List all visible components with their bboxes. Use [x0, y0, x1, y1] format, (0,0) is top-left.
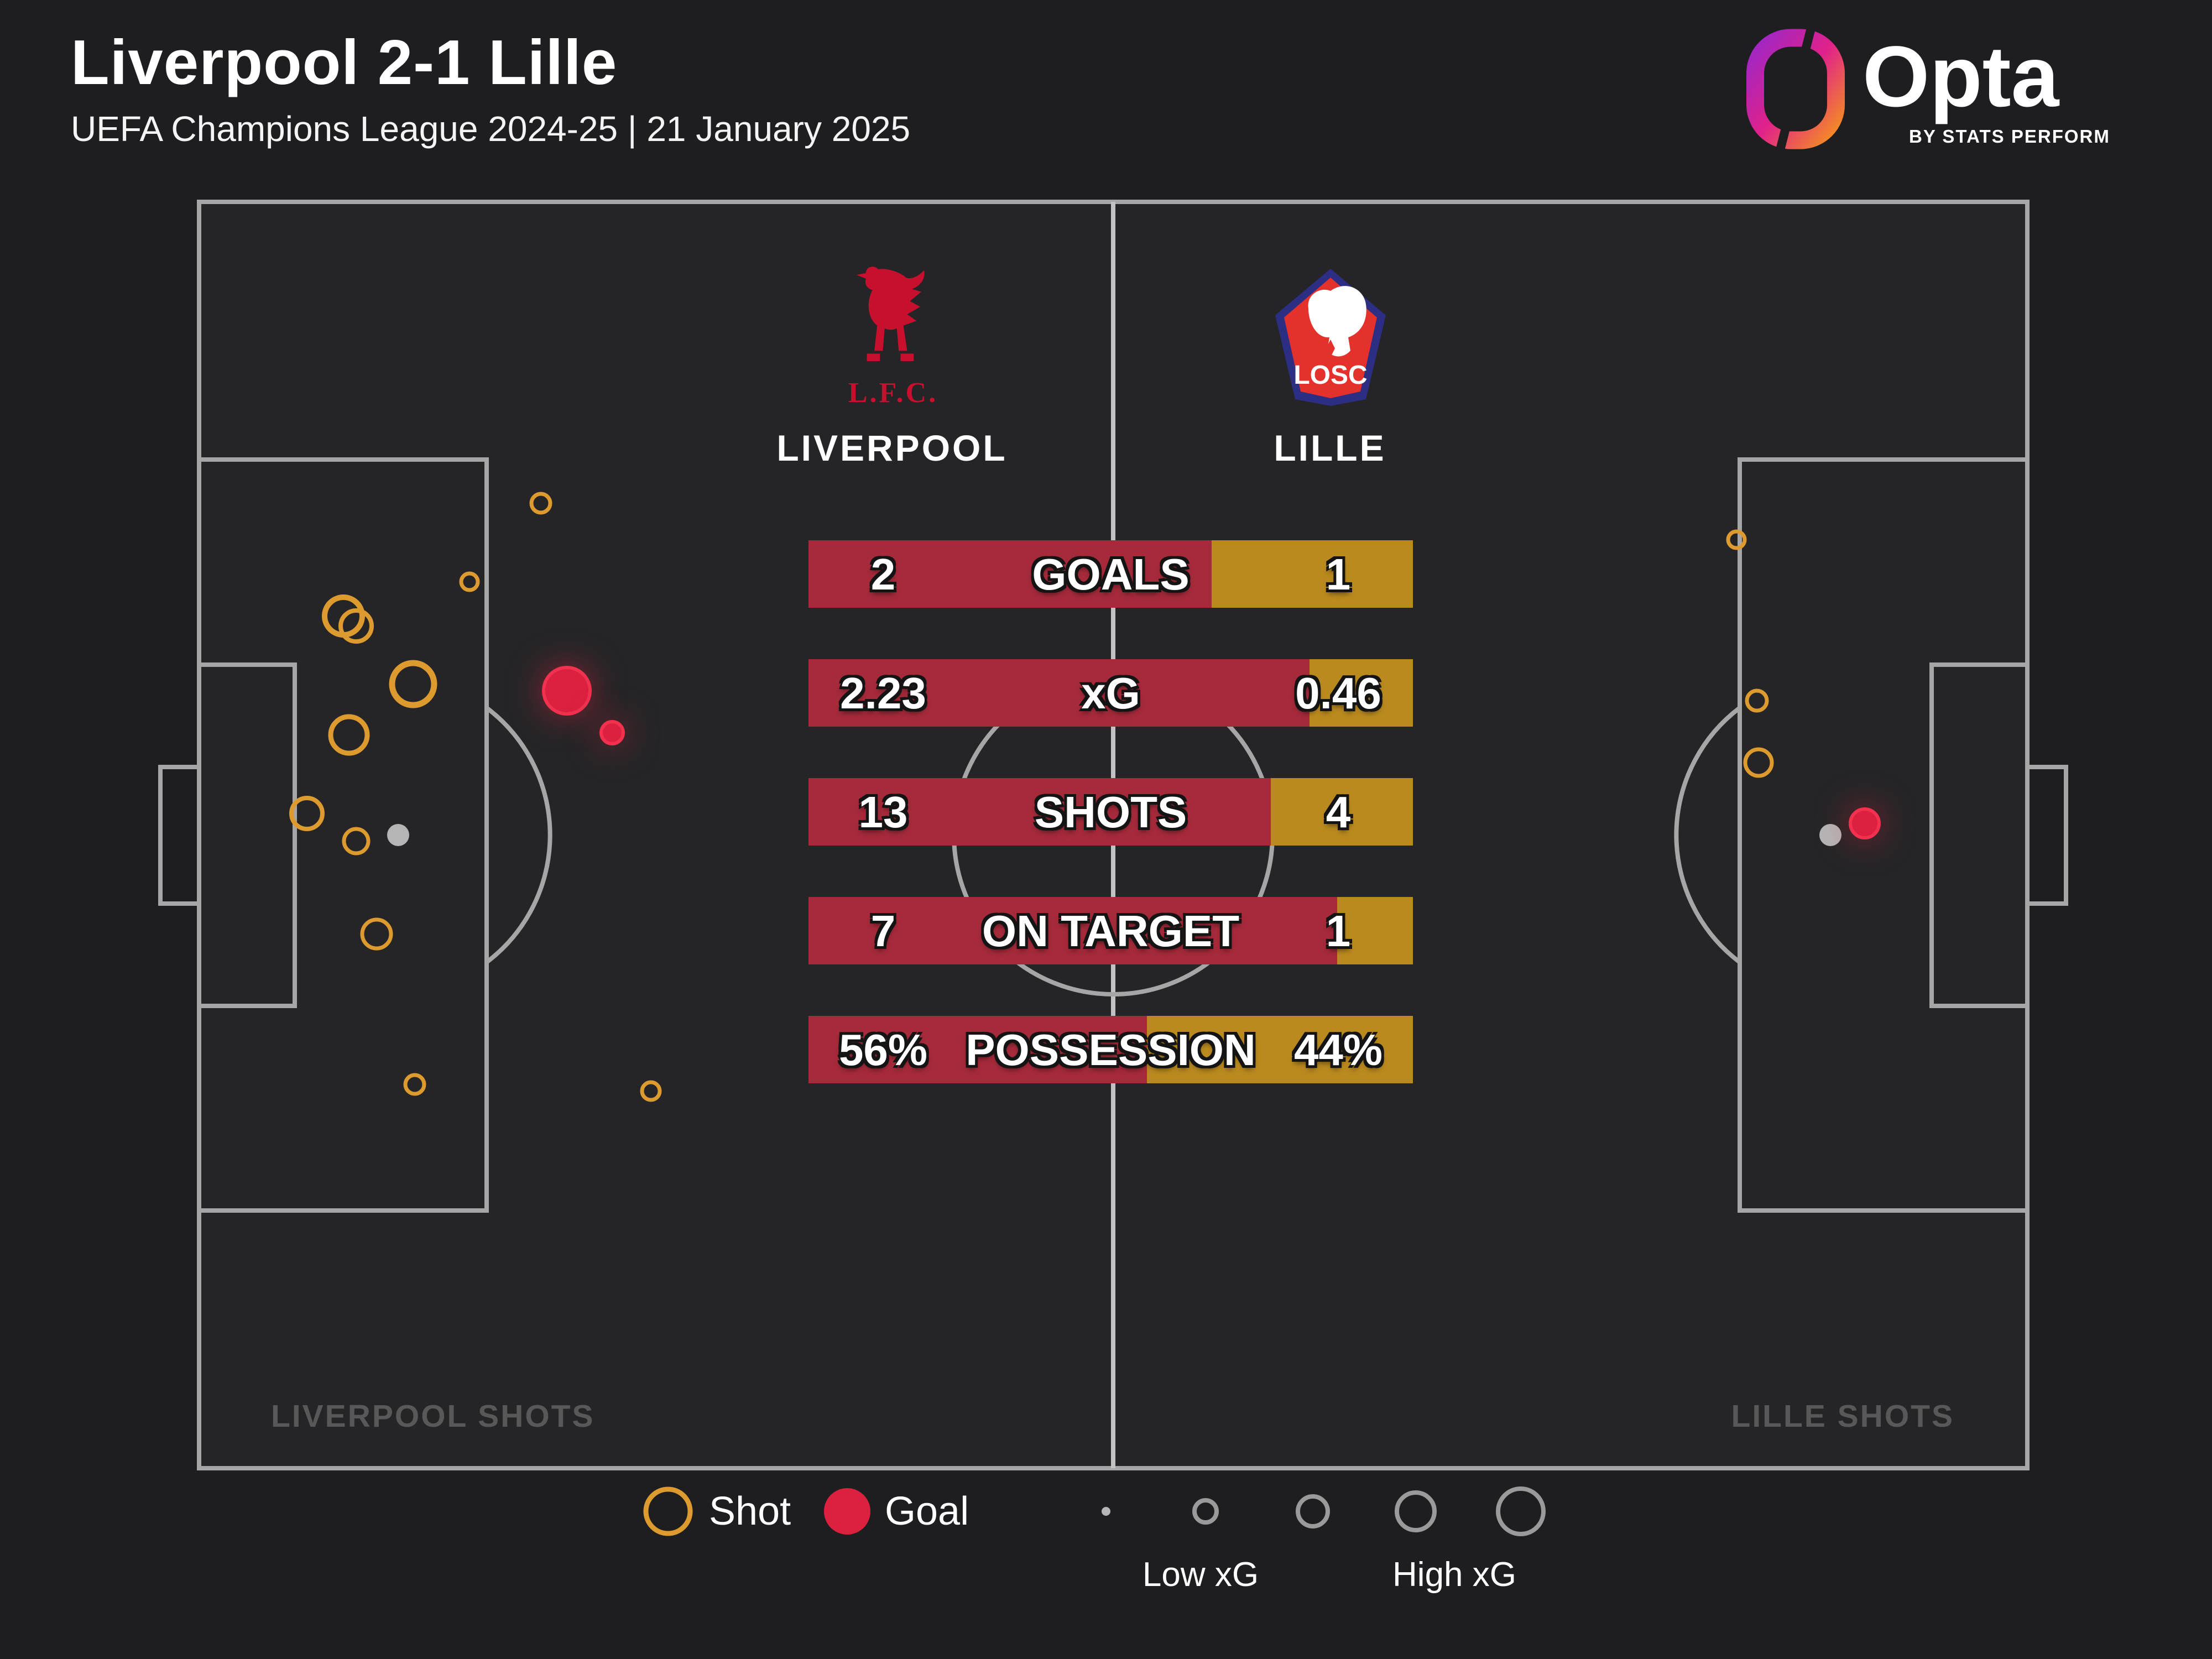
shot-marker-lille	[1743, 747, 1774, 778]
opta-logo-icon	[1746, 29, 1845, 149]
stat-row-goals: 2 GOALS 1	[808, 540, 1413, 608]
opta-byline: BY STATS PERFORM	[1909, 126, 2110, 147]
shot-marker-lille	[1745, 688, 1769, 713]
stat-label: ON TARGET	[982, 906, 1240, 956]
stat-value-away: 4	[1326, 787, 1351, 837]
stat-bar-home	[808, 540, 1212, 608]
stat-bar-home	[808, 778, 1271, 846]
shot-marker-liverpool	[529, 492, 552, 515]
legend-xg-ring-1	[1192, 1498, 1219, 1525]
shot-marker-liverpool	[389, 660, 437, 708]
stat-value-home: 7	[870, 906, 896, 956]
stat-row-on-target: 7 ON TARGET 1	[808, 897, 1413, 964]
stat-bar-away	[1270, 778, 1413, 846]
stat-row-possession: 56% POSSESSION 44%	[808, 1016, 1413, 1083]
legend-low-xg-label: Low xG	[1142, 1556, 1259, 1594]
penalty-arc-left	[485, 706, 552, 964]
stat-label: GOALS	[1032, 550, 1190, 599]
legend-high-xg-label: High xG	[1392, 1556, 1516, 1594]
stat-bar-away	[1310, 659, 1413, 727]
shot-marker-liverpool	[338, 608, 374, 644]
penalty-spot-right	[1819, 824, 1841, 846]
legend-xg-ring-4	[1496, 1486, 1546, 1536]
stat-bar-home	[808, 897, 1338, 964]
goal-right	[2025, 765, 2068, 906]
legend-shot-label: Shot	[709, 1489, 791, 1533]
shot-marker-liverpool	[289, 796, 325, 831]
page-title: Liverpool 2-1 Lille	[71, 28, 618, 98]
stat-bar-away	[1337, 897, 1413, 964]
stat-row-shots: 13 SHOTS 4	[808, 778, 1413, 846]
liverpool-liverbird-icon	[856, 267, 925, 362]
goal-left	[158, 765, 201, 906]
stat-bar-away	[1147, 1016, 1413, 1083]
stats-comparison: 2 GOALS 1 2.23 xG 0.46 13 SHOTS 4 7 ON TARGET 1 56% P…	[808, 540, 1413, 1083]
stat-label: xG	[1081, 669, 1140, 718]
liverpool-crest-caption: L.F.C.	[848, 377, 938, 409]
legend-xg-ring-2	[1296, 1494, 1330, 1528]
shot-marker-liverpool	[459, 571, 480, 592]
shot-marker-lille	[1726, 529, 1747, 550]
goal-marker-liverpool	[542, 666, 592, 716]
stat-row-xg: 2.23 xG 0.46	[808, 659, 1413, 727]
shot-marker-liverpool	[360, 917, 393, 951]
shot-marker-liverpool	[328, 714, 370, 756]
goal-marker-liverpool	[599, 720, 625, 745]
pitch-label-away-shots: LILLE SHOTS	[1731, 1399, 1954, 1434]
lille-crest-caption: LOSC	[1293, 361, 1367, 390]
shot-marker-liverpool	[342, 827, 371, 855]
stat-value-away: 44%	[1293, 1025, 1383, 1074]
stat-bar-away	[1211, 540, 1413, 608]
stat-value-away: 0.46	[1295, 669, 1381, 718]
page-subtitle: UEFA Champions League 2024-25 | 21 Janua…	[71, 109, 911, 149]
stat-bar-home	[808, 1016, 1147, 1083]
pitch-label-home-shots: LIVERPOOL SHOTS	[271, 1399, 595, 1434]
penalty-arc-right	[1674, 706, 1741, 964]
stat-value-home: 2.23	[840, 669, 926, 718]
stat-value-home: 56%	[838, 1025, 928, 1074]
stat-value-away: 1	[1326, 906, 1351, 956]
team-name-away: LILLE	[1274, 427, 1386, 468]
legend-xg-ring-3	[1395, 1490, 1437, 1532]
lille-crest-icon: LOSC	[1275, 269, 1386, 406]
stat-value-home: 2	[870, 550, 896, 599]
shot-marker-liverpool	[640, 1080, 662, 1102]
goal-marker-lille	[1849, 807, 1881, 839]
legend-shot-icon	[643, 1486, 693, 1536]
stat-bar-home	[808, 659, 1310, 727]
legend-goal-icon	[824, 1488, 870, 1535]
opta-logo-text: Opta	[1863, 29, 2059, 125]
stat-value-home: 13	[858, 787, 908, 837]
liverpool-crest: L.F.C.	[832, 260, 954, 409]
stat-value-away: 1	[1326, 550, 1351, 599]
shot-marker-liverpool	[403, 1073, 426, 1096]
legend-xg-scale	[1102, 1486, 1546, 1536]
shots-layer	[289, 492, 1881, 1102]
stat-label: SHOTS	[1034, 787, 1187, 837]
lille-crest: LOSC	[1270, 267, 1391, 409]
legend-goal-label: Goal	[885, 1489, 969, 1533]
penalty-spot-left	[387, 824, 409, 846]
stat-label: POSSESSION	[966, 1025, 1256, 1074]
legend-xg-dot	[1102, 1507, 1110, 1516]
team-name-home: LIVERPOOL	[776, 427, 1008, 468]
